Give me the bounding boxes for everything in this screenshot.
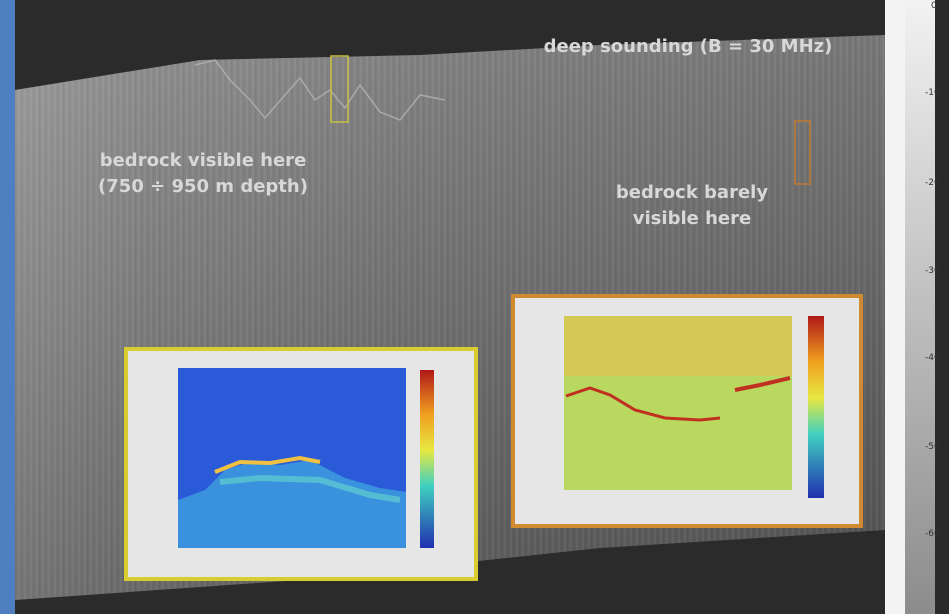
colorbar-tick: -10 xyxy=(925,88,940,98)
separator xyxy=(885,0,905,614)
colorbar-tick: 0 xyxy=(931,1,937,11)
colorbar-tick: -20 xyxy=(925,178,940,188)
inset-region xyxy=(564,316,792,376)
annotation: (750 ÷ 950 m depth) xyxy=(98,176,308,197)
annotation: bedrock visible here xyxy=(100,150,307,171)
figure-title: deep sounding (B = 30 MHz) xyxy=(544,36,833,57)
annotation: bedrock barely xyxy=(616,182,768,203)
colorbar-tick: -40 xyxy=(925,353,940,363)
colorbar-tick: -30 xyxy=(925,266,940,276)
colorbar-tick: -60 xyxy=(925,529,940,539)
inset-colorbar xyxy=(420,370,434,548)
side-strip xyxy=(0,0,15,614)
radargram-figure: 0 -10 -20 -30 -40 -50 -60 deep sounding … xyxy=(0,0,949,614)
colorbar-tick: -50 xyxy=(925,442,940,452)
inset-colorbar xyxy=(808,316,824,498)
annotation: visible here xyxy=(633,208,751,229)
